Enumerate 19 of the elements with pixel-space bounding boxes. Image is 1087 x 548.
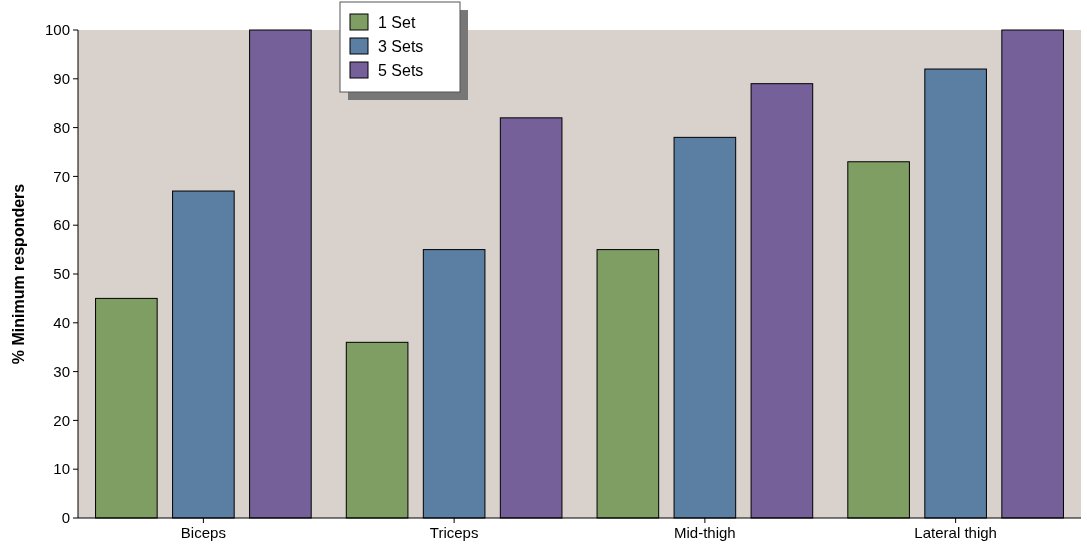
y-tick-label: 30 xyxy=(53,362,70,380)
legend-label: 5 Sets xyxy=(378,61,424,79)
y-axis-title: % Minimum responders xyxy=(10,183,27,365)
y-tick-label: 50 xyxy=(53,265,70,283)
x-tick-label: Biceps xyxy=(180,524,226,541)
y-tick-label: 0 xyxy=(61,509,70,527)
y-tick-label: 90 xyxy=(53,70,70,88)
x-tick-label: Mid-thigh xyxy=(674,524,736,541)
y-tick-label: 70 xyxy=(53,167,70,185)
y-tick-label: 40 xyxy=(53,314,70,332)
legend-label: 1 Set xyxy=(378,13,416,31)
y-tick-label: 20 xyxy=(53,411,70,429)
y-tick-label: 100 xyxy=(44,21,70,39)
y-tick-label: 80 xyxy=(53,118,70,136)
legend-label: 3 Sets xyxy=(378,37,424,55)
y-tick-label: 60 xyxy=(53,216,70,234)
x-tick-label: Triceps xyxy=(429,524,479,541)
x-tick-label: Lateral thigh xyxy=(914,524,997,541)
y-tick-label: 10 xyxy=(53,460,70,478)
